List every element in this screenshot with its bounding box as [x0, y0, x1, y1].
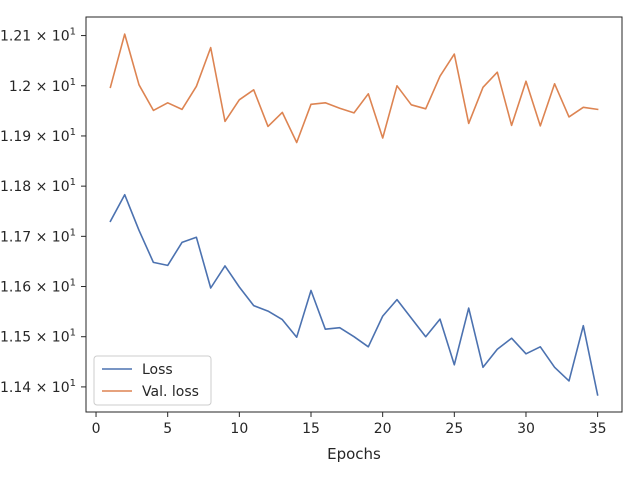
x-axis-ticks: 0 5 10 15 20 25 30 35 — [92, 412, 607, 437]
series-layer — [109, 33, 599, 396]
y-tick-label: 1.18 × 101 — [0, 177, 76, 195]
x-tick-label: 20 — [374, 421, 392, 437]
y-tick-label: 1.14 × 101 — [0, 378, 76, 396]
x-tick-label: 35 — [589, 421, 607, 437]
series-line-loss — [109, 193, 599, 396]
x-tick-label: 30 — [517, 421, 535, 437]
x-tick-label: 15 — [302, 421, 320, 437]
y-tick-label: 1.2 × 101 — [9, 77, 76, 95]
x-tick-label: 0 — [92, 421, 101, 437]
y-tick-label: 1.21 × 101 — [0, 27, 76, 45]
y-tick-label: 1.19 × 101 — [0, 127, 76, 145]
legend-label-val-loss: Val. loss — [142, 384, 199, 400]
legend: Loss Val. loss — [93, 355, 212, 406]
plot-area — [86, 17, 622, 412]
y-tick-label: 1.16 × 101 — [0, 278, 76, 296]
y-axis-ticks: 1.14 × 101 1.15 × 101 1.16 × 101 1.17 × 101… — [0, 27, 86, 396]
y-tick-label: 1.15 × 101 — [0, 328, 76, 346]
plot-frame — [85, 16, 623, 413]
x-axis-label: Epochs — [327, 445, 381, 463]
x-tick-label: 10 — [230, 421, 248, 437]
series-line-val-loss — [109, 33, 599, 144]
x-tick-label: 5 — [163, 421, 172, 437]
legend-label-loss: Loss — [142, 362, 173, 378]
y-tick-label: 1.17 × 101 — [0, 227, 76, 245]
x-tick-label: 25 — [445, 421, 463, 437]
